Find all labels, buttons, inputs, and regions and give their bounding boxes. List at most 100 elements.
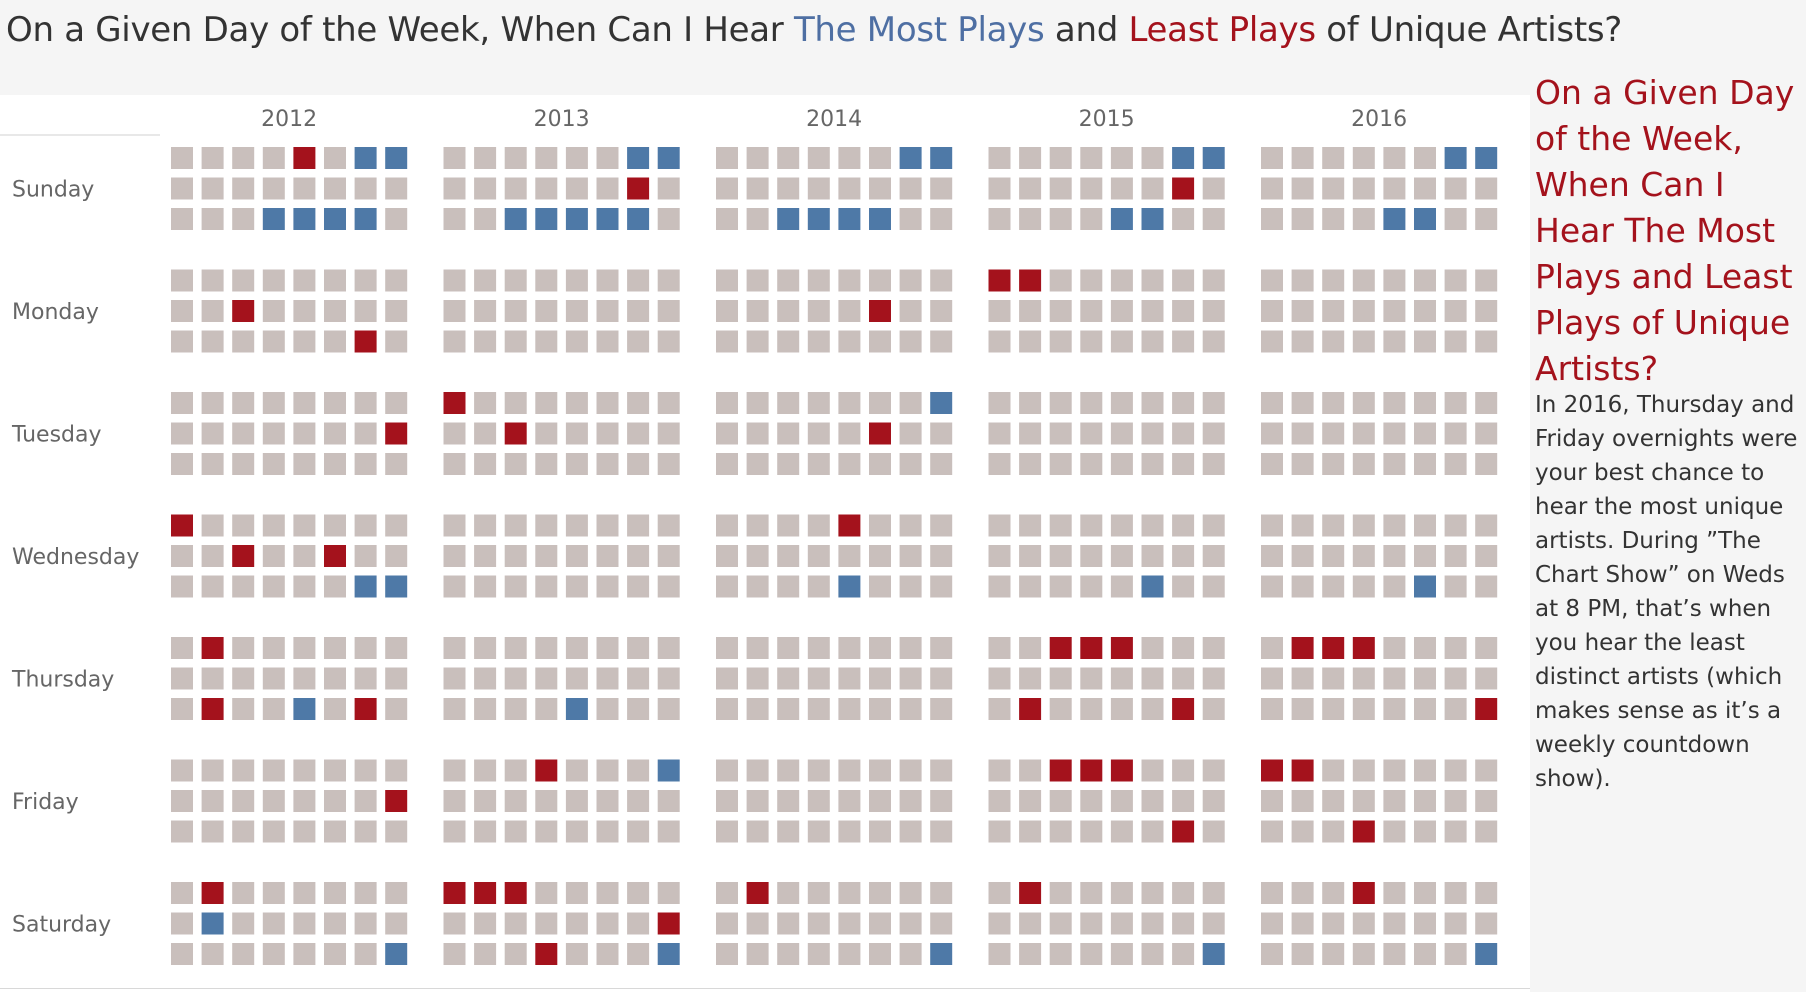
cell-saturday-2014-r0-c2-neutral xyxy=(777,882,800,904)
cell-sunday-2013-r0-c3-neutral xyxy=(535,147,558,169)
calendar-heatmap-chart: 2012 2013 2014 2015 2016 Sunday Monday Tuesday… xyxy=(0,107,1498,965)
cell-friday-2012-r1-c0-neutral xyxy=(171,790,193,812)
cell-tuesday-2016-r1-c2-neutral xyxy=(1322,422,1345,445)
cell-sunday-2015-r2-c6-neutral xyxy=(1172,208,1195,230)
cell-friday-2016-r2-c0-neutral xyxy=(1261,820,1283,843)
cell-monday-2015-r0-c6-neutral xyxy=(1172,269,1195,292)
cell-sunday-2013-r2-c0-neutral xyxy=(443,208,466,230)
cell-thursday-2015-r2-c5-neutral xyxy=(1141,698,1164,720)
cell-friday-2015-r0-c3-most xyxy=(1080,759,1103,782)
cell-sunday-2013-r2-c4-least xyxy=(565,208,588,230)
cell-tuesday-2013-r2-c2-neutral xyxy=(504,453,527,475)
cell-thursday-2015-r2-c2-neutral xyxy=(1049,698,1072,720)
cell-wednesday-2012-r0-c6-neutral xyxy=(354,514,377,537)
cell-wednesday-2012-r0-c7-neutral xyxy=(385,514,408,537)
cell-sunday-2012-r0-c3-neutral xyxy=(262,147,285,169)
cell-monday-2012-r0-c3-neutral xyxy=(262,269,285,292)
cell-thursday-2015-r2-c6-most xyxy=(1172,698,1195,720)
cell-sunday-2013-r0-c4-neutral xyxy=(565,147,588,169)
cell-monday-2015-r0-c0-most xyxy=(988,269,1011,292)
cell-tuesday-2015-r1-c5-neutral xyxy=(1141,422,1164,445)
cell-tuesday-2014-r2-c6-neutral xyxy=(899,453,922,475)
cell-tuesday-2015-r2-c7-neutral xyxy=(1202,453,1225,475)
cell-sunday-2012-r1-c1-neutral xyxy=(201,177,224,200)
cell-tuesday-2013-r2-c6-neutral xyxy=(627,453,650,475)
cell-friday-2015-r2-c6-most xyxy=(1172,820,1195,843)
cell-sunday-2016-r2-c2-neutral xyxy=(1322,208,1345,230)
cell-sunday-2016-r1-c0-neutral xyxy=(1261,177,1283,200)
cell-wednesday-2013-r0-c1-neutral xyxy=(474,514,497,537)
cell-monday-2013-r1-c6-neutral xyxy=(627,300,650,322)
cell-monday-2014-r0-c7-neutral xyxy=(930,269,953,292)
cell-tuesday-2013-r0-c7-neutral xyxy=(657,392,680,414)
cell-friday-2012-r2-c7-neutral xyxy=(385,820,408,843)
cell-thursday-2014-r2-c2-neutral xyxy=(777,698,800,720)
cell-tuesday-2015-r2-c5-neutral xyxy=(1141,453,1164,475)
cell-wednesday-2012-r1-c1-neutral xyxy=(201,545,224,567)
cell-tuesday-2012-r0-c1-neutral xyxy=(201,392,224,414)
cell-friday-2013-r1-c1-neutral xyxy=(474,790,497,812)
cell-wednesday-2016-r2-c3-neutral xyxy=(1352,575,1375,598)
cell-wednesday-2014-r2-c5-neutral xyxy=(869,575,891,598)
cell-sunday-2014-r0-c3-neutral xyxy=(807,147,830,169)
cell-saturday-2015-r2-c4-neutral xyxy=(1110,943,1133,965)
cell-wednesday-2014-r2-c4-least xyxy=(838,575,861,598)
cell-monday-2015-r2-c2-neutral xyxy=(1049,330,1072,353)
cell-tuesday-2016-r2-c1-neutral xyxy=(1291,453,1314,475)
cell-sunday-2012-r2-c6-least xyxy=(354,208,377,230)
cell-wednesday-2012-r1-c4-neutral xyxy=(293,545,316,567)
cell-monday-2013-r1-c1-neutral xyxy=(474,300,497,322)
cell-sunday-2012-r1-c4-neutral xyxy=(293,177,316,200)
cell-saturday-2015-r2-c1-neutral xyxy=(1019,943,1042,965)
cell-monday-2016-r1-c1-neutral xyxy=(1291,300,1314,322)
day-labels: Sunday Monday Tuesday Wednesday Thursday Frid… xyxy=(11,178,139,938)
day-label-monday: Monday xyxy=(12,300,99,325)
cell-saturday-2015-r0-c2-neutral xyxy=(1049,882,1072,904)
cell-sunday-2016-r0-c2-neutral xyxy=(1322,147,1345,169)
cell-thursday-2016-r2-c4-neutral xyxy=(1383,698,1406,720)
cell-monday-2014-r0-c3-neutral xyxy=(807,269,830,292)
cell-thursday-2012-r2-c2-neutral xyxy=(232,698,255,720)
cell-saturday-2012-r2-c5-neutral xyxy=(324,943,346,965)
cell-sunday-2012-r2-c7-neutral xyxy=(385,208,408,230)
cell-tuesday-2012-r0-c4-neutral xyxy=(293,392,316,414)
cell-wednesday-2013-r2-c3-neutral xyxy=(535,575,558,598)
cell-thursday-2014-r1-c6-neutral xyxy=(899,667,922,690)
cell-thursday-2014-r2-c6-neutral xyxy=(899,698,922,720)
cell-wednesday-2013-r2-c1-neutral xyxy=(474,575,497,598)
cell-wednesday-2016-r0-c4-neutral xyxy=(1383,514,1406,537)
cell-monday-2014-r2-c3-neutral xyxy=(807,330,830,353)
cell-tuesday-2015-r0-c0-neutral xyxy=(988,392,1011,414)
cell-thursday-2013-r2-c6-neutral xyxy=(627,698,650,720)
cell-thursday-2014-r1-c2-neutral xyxy=(777,667,800,690)
cell-saturday-2015-r2-c7-least xyxy=(1202,943,1225,965)
cell-wednesday-2015-r2-c5-least xyxy=(1141,575,1164,598)
cell-sunday-2015-r0-c0-neutral xyxy=(988,147,1011,169)
cell-saturday-2016-r1-c1-neutral xyxy=(1291,912,1314,935)
cell-tuesday-2012-r2-c5-neutral xyxy=(324,453,346,475)
cell-wednesday-2014-r2-c7-neutral xyxy=(930,575,953,598)
cell-wednesday-2014-r1-c0-neutral xyxy=(716,545,738,567)
cell-friday-2014-r0-c0-neutral xyxy=(716,759,738,782)
cell-friday-2014-r0-c5-neutral xyxy=(869,759,891,782)
cell-saturday-2014-r2-c1-neutral xyxy=(746,943,769,965)
cell-tuesday-2014-r2-c4-neutral xyxy=(838,453,861,475)
year-label-2015: 2015 xyxy=(1079,107,1135,132)
cell-friday-2016-r0-c6-neutral xyxy=(1444,759,1467,782)
cell-saturday-2016-r2-c7-least xyxy=(1475,943,1498,965)
cell-friday-2015-r1-c2-neutral xyxy=(1049,790,1072,812)
cell-wednesday-2015-r2-c7-neutral xyxy=(1202,575,1225,598)
cell-sunday-2013-r1-c1-neutral xyxy=(474,177,497,200)
cell-friday-2016-r1-c3-neutral xyxy=(1352,790,1375,812)
cell-sunday-2014-r0-c7-least xyxy=(930,147,953,169)
cell-monday-2013-r0-c4-neutral xyxy=(565,269,588,292)
cell-thursday-2012-r2-c6-most xyxy=(354,698,377,720)
cell-wednesday-2015-r0-c3-neutral xyxy=(1080,514,1103,537)
cell-wednesday-2014-r2-c6-neutral xyxy=(899,575,922,598)
cell-wednesday-2014-r1-c2-neutral xyxy=(777,545,800,567)
cell-sunday-2016-r0-c6-least xyxy=(1444,147,1467,169)
cell-monday-2012-r1-c1-neutral xyxy=(201,300,224,322)
cell-monday-2015-r0-c4-neutral xyxy=(1110,269,1133,292)
cell-thursday-2014-r0-c1-neutral xyxy=(746,637,769,659)
cell-monday-2013-r0-c0-neutral xyxy=(443,269,466,292)
